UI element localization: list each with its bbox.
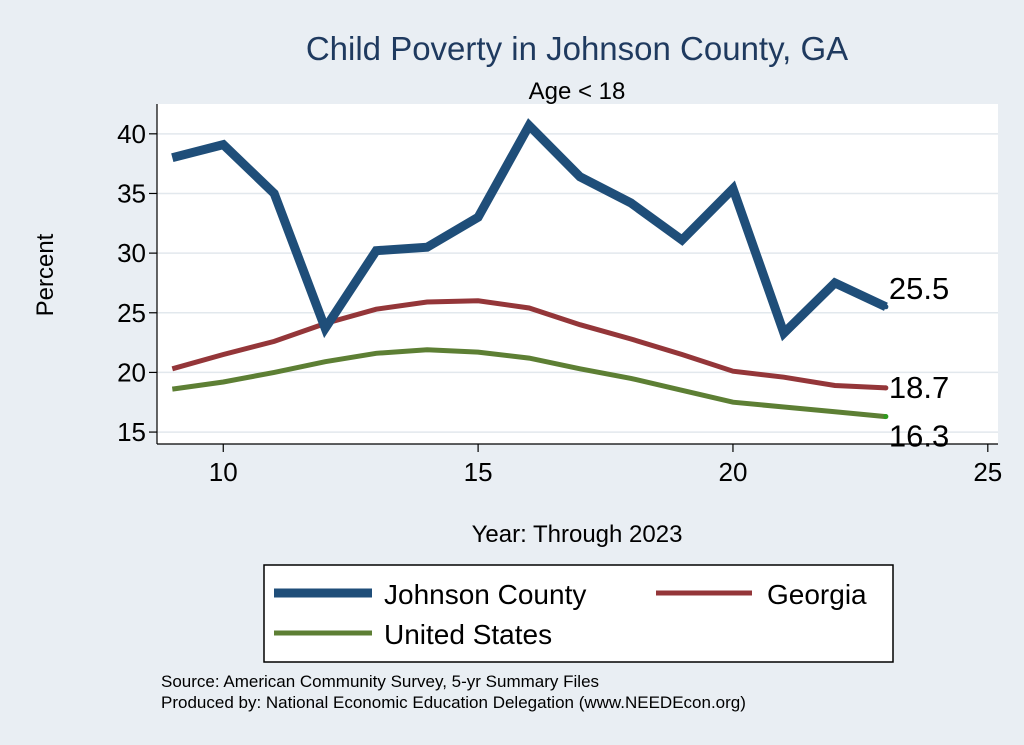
end-label-georgia: 18.7	[889, 370, 949, 405]
y-tick-label-35: 35	[117, 178, 146, 208]
data-series	[171, 118, 889, 420]
legend-label-johnson-county: Johnson County	[384, 579, 586, 610]
y-tick-label-20: 20	[117, 357, 146, 387]
legend-box	[263, 564, 894, 663]
axes	[156, 104, 998, 445]
y-tick-label-15: 15	[117, 417, 146, 447]
y-tick-label-40: 40	[117, 119, 146, 149]
y-tick-label-25: 25	[117, 298, 146, 328]
end-label-united-states: 16.3	[889, 419, 949, 454]
y-tick-label-30: 30	[117, 238, 146, 268]
chart-subtitle: Age < 18	[529, 78, 626, 105]
series-endpoint-united-states	[883, 414, 889, 420]
x-tick-label-25: 25	[973, 457, 1002, 487]
x-axis-label: Year: Through 2023	[472, 521, 683, 548]
series-endpoint-georgia	[883, 385, 889, 391]
y-axis-ticks: 15 20 25 30 35 40	[117, 119, 157, 447]
legend-label-georgia: Georgia	[767, 579, 867, 610]
chart-title: Child Poverty in Johnson County, GA	[306, 30, 848, 67]
source-line: Source: American Community Survey, 5-yr …	[161, 672, 599, 691]
plot-area	[157, 104, 998, 444]
series-line-georgia	[171, 298, 887, 391]
end-label-johnson-county: 25.5	[889, 271, 949, 306]
x-axis-ticks: 10 15 20 25	[209, 444, 1002, 487]
legend-label-united-states: United States	[384, 619, 552, 650]
produced-by-line: Produced by: National Economic Education…	[161, 693, 746, 712]
y-axis-label: Percent	[32, 233, 59, 316]
end-labels: 25.5 18.7 16.3	[889, 271, 949, 454]
series-line-johnson-county	[171, 118, 888, 342]
series-endpoint-johnson-county	[883, 304, 889, 310]
x-tick-label-20: 20	[718, 457, 747, 487]
legend: Johnson County Georgia United States	[263, 564, 894, 663]
x-tick-label-15: 15	[464, 457, 493, 487]
series-line-united-states	[171, 347, 887, 420]
x-tick-label-10: 10	[209, 457, 238, 487]
